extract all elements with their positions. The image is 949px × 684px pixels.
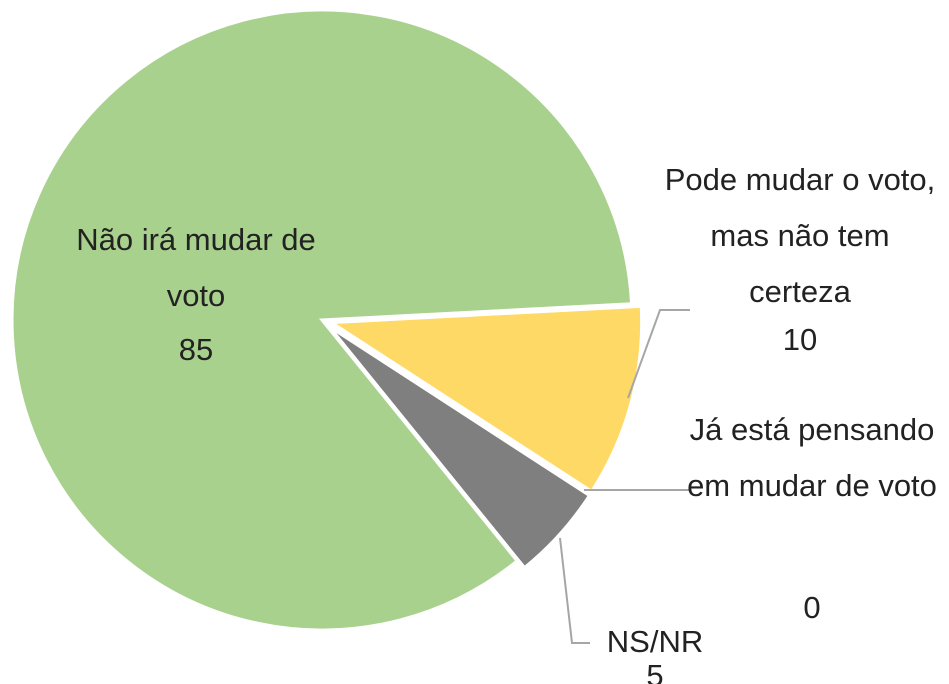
- value-label: 0: [803, 590, 821, 625]
- leader-line: [627, 309, 690, 399]
- category-label: Não irá mudar de voto: [76, 222, 316, 313]
- value-label: 5: [646, 658, 664, 684]
- value-label: 10: [782, 322, 818, 357]
- leader-line: [559, 537, 590, 644]
- category-label: Pode mudar o voto, mas não tem certeza: [664, 162, 936, 309]
- pie-slice: [326, 304, 644, 494]
- pie-slice: [10, 8, 634, 632]
- pie-slice: [328, 325, 592, 570]
- value-label: 85: [178, 332, 214, 367]
- category-label: Já está pensando em mudar de voto: [687, 412, 937, 503]
- category-label: NS/NR: [606, 624, 704, 659]
